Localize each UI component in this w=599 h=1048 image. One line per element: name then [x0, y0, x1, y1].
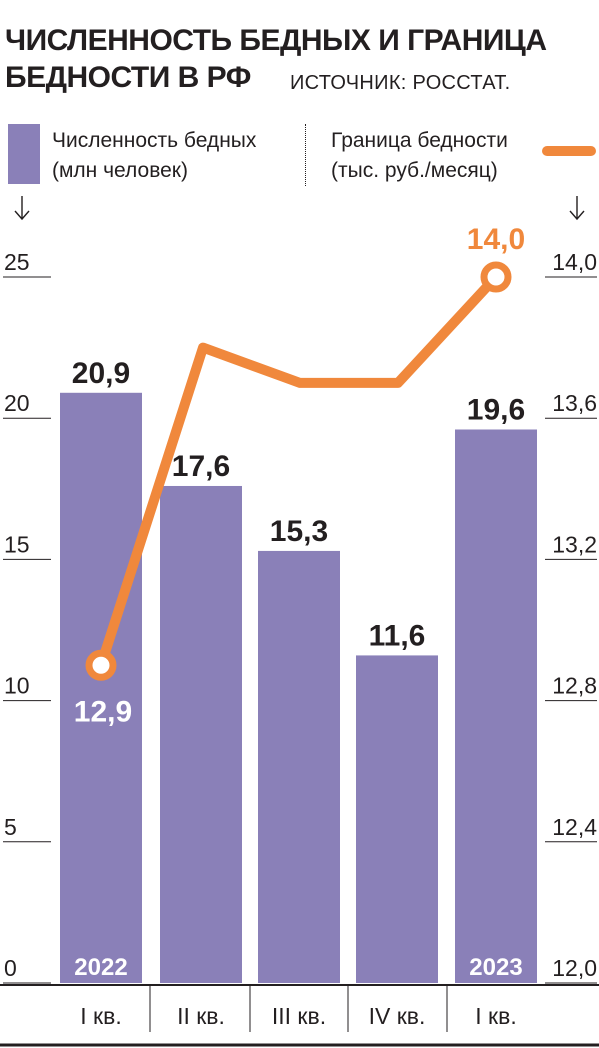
category-label: IV кв.: [369, 1003, 426, 1029]
poverty-line: [96, 272, 501, 671]
legend-line-swatch: [542, 146, 596, 156]
right-axis-tick-label: 12,0: [552, 955, 597, 981]
category-label: I кв.: [80, 1003, 121, 1029]
bar: [160, 485, 242, 983]
category-label: III кв.: [272, 1003, 326, 1029]
category-label: II кв.: [177, 1003, 225, 1029]
legend-line-label-line2: (тыс. руб./месяц): [331, 159, 498, 182]
bar: [356, 655, 438, 983]
left-axis-tick-label: 15: [4, 531, 30, 557]
right-axis-tick-label: 13,6: [552, 390, 597, 416]
right-axis-tick-label: 13,2: [552, 531, 597, 557]
source-note: ИСТОЧНИК: РОССТАТ.: [290, 72, 511, 94]
bar: [455, 429, 537, 984]
year-label: 2023: [469, 954, 522, 981]
left-axis-tick-label: 25: [4, 249, 30, 275]
bar-value-label: 17,6: [172, 450, 230, 483]
chart-title-line2: БЕДНОСТИ В РФ: [5, 61, 251, 94]
legend-bar-swatch: [8, 124, 40, 184]
bar-value-label: 20,9: [72, 357, 130, 390]
line-endpoint-marker: [85, 649, 117, 681]
chart-title: ЧИСЛЕННОСТЬ БЕДНЫХ И ГРАНИЦА БЕДНОСТИ В …: [5, 22, 595, 96]
legend-bars-label-line1: Численность бедных: [52, 129, 257, 152]
legend-divider: [305, 124, 306, 186]
right-axis-tick-label: 14,0: [552, 249, 597, 275]
left-axis-tick-label: 10: [4, 673, 30, 699]
line-endpoint-marker: [480, 261, 512, 293]
bar-value-label: 11,6: [369, 619, 426, 652]
line-value-label: 12,9: [74, 695, 132, 728]
bar: [258, 550, 340, 983]
legend-line-label-line1: Граница бедности: [331, 129, 508, 152]
bar-value-label: 15,3: [270, 515, 328, 548]
left-axis-tick-label: 0: [4, 955, 17, 981]
right-axis-tick-label: 12,4: [552, 814, 597, 840]
bar: [60, 392, 142, 983]
line-value-label: 14,0: [467, 223, 525, 256]
year-label: 2022: [74, 954, 127, 981]
right-axis-arrow-head: [569, 210, 585, 221]
category-label: I кв.: [475, 1003, 516, 1029]
left-axis-tick-label: 5: [4, 814, 17, 840]
left-axis-arrow-head: [14, 210, 30, 221]
left-axis-tick-label: 20: [4, 390, 30, 416]
right-axis-tick-label: 12,8: [552, 673, 597, 699]
legend-bars-label-line2: (млн человек): [52, 159, 188, 182]
bar-value-label: 19,6: [467, 393, 525, 426]
chart-title-line1: ЧИСЛЕННОСТЬ БЕДНЫХ И ГРАНИЦА: [5, 24, 547, 57]
